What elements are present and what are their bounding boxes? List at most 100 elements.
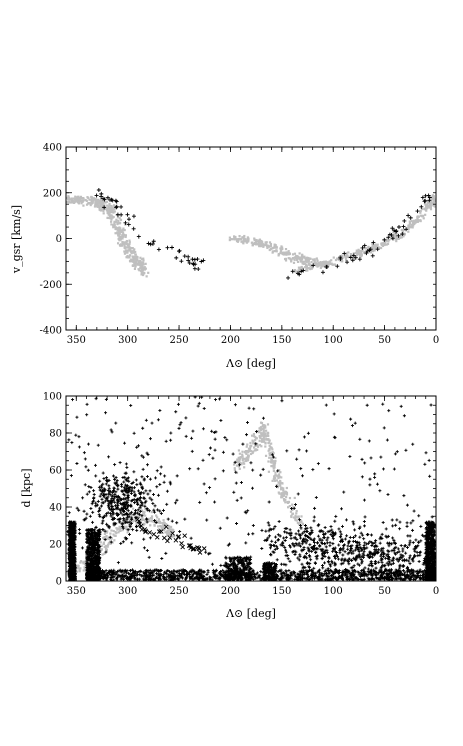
velocity-model-point — [283, 257, 287, 261]
velocity-x-tick-label: 50 — [378, 335, 391, 346]
velocity-model-point — [298, 268, 302, 271]
velocity-star-point — [131, 226, 136, 231]
velocity-star-point — [150, 241, 155, 246]
distance-model-point — [278, 469, 281, 472]
distance-model-point — [272, 462, 275, 465]
velocity-model-point — [322, 262, 325, 265]
distance-model-point — [79, 561, 82, 564]
distance-model-point — [84, 563, 87, 566]
velocity-model-point — [305, 256, 308, 259]
velocity-model-point — [287, 251, 291, 255]
velocity-model-point — [432, 204, 435, 207]
velocity-x-tick-label: 150 — [272, 335, 291, 346]
distance-model-point — [106, 543, 110, 546]
velocity-star-point — [394, 228, 399, 233]
velocity-model-point — [317, 262, 320, 265]
distance-star-point — [70, 531, 74, 535]
velocity-model-point — [108, 215, 112, 218]
velocity-model-point — [302, 256, 305, 259]
distance-model-point — [157, 518, 160, 521]
velocity-model-point — [353, 255, 356, 258]
velocity-model-point — [246, 236, 249, 239]
distance-model-point — [260, 421, 264, 425]
velocity-model-point — [326, 265, 329, 268]
velocity-model-point — [120, 235, 124, 238]
distance-model-point — [128, 527, 132, 531]
velocity-star-point — [342, 251, 347, 256]
velocity-model-point — [134, 253, 137, 256]
velocity-star-point — [182, 254, 187, 259]
distance-model-point — [266, 423, 270, 426]
distance-model-point — [266, 434, 269, 437]
velocity-model-point — [112, 226, 115, 229]
distance-model-point — [297, 515, 300, 518]
velocity-model-point — [128, 255, 131, 258]
distance-model-point — [87, 560, 90, 563]
velocity-model-point — [421, 214, 424, 218]
velocity-model-point — [244, 240, 247, 243]
distance-model-point — [297, 516, 300, 519]
velocity-model-point — [315, 264, 318, 267]
distance-model-point — [157, 528, 161, 531]
velocity-star-point — [382, 237, 387, 242]
velocity-model-point — [112, 208, 116, 211]
velocity-model-point — [138, 260, 141, 263]
velocity-model-point — [119, 218, 123, 221]
velocity-model-point — [255, 238, 258, 242]
velocity-model-point — [326, 262, 330, 265]
velocity-model-point — [360, 252, 363, 255]
velocity-model-point — [412, 219, 415, 222]
distance-model-point — [118, 527, 122, 531]
velocity-model-point — [128, 247, 131, 250]
velocity-model-point — [105, 200, 109, 203]
velocity-model-point — [124, 235, 127, 239]
velocity-model-point — [124, 234, 127, 237]
velocity-model-point — [364, 247, 367, 250]
velocity-model-point — [336, 257, 339, 260]
distance-model-point — [270, 451, 273, 454]
velocity-model-point — [89, 203, 92, 207]
velocity-star-point — [186, 254, 191, 259]
distance-model-point — [264, 425, 267, 428]
velocity-model-point — [384, 241, 387, 244]
velocity-model-point — [388, 238, 391, 241]
velocity-model-point — [390, 237, 393, 240]
velocity-model-point — [386, 242, 390, 246]
distance-model-point — [268, 447, 271, 451]
velocity-model-point — [260, 243, 263, 247]
velocity-model-point — [280, 245, 283, 248]
velocity-model-point — [125, 239, 128, 243]
distance-model-point — [269, 445, 272, 449]
velocity-model-point — [419, 211, 422, 214]
velocity-model-point — [114, 232, 117, 235]
velocity-model-point — [279, 251, 282, 255]
velocity-model-point — [133, 261, 136, 265]
distance-model-point — [83, 566, 86, 569]
distance-model-point — [100, 548, 103, 551]
distance-model-point — [261, 438, 264, 442]
velocity-model-point — [242, 240, 245, 243]
distance-model-point — [241, 458, 244, 462]
velocity-star-point — [415, 209, 420, 214]
velocity-model-point — [274, 244, 277, 247]
velocity-star-point — [290, 269, 295, 274]
distance-model-point — [249, 449, 253, 453]
velocity-model-point — [273, 250, 276, 253]
distance-model-point — [126, 531, 129, 534]
distance-model-point — [282, 491, 285, 494]
distance-model-point — [113, 534, 116, 537]
velocity-model-point — [106, 207, 109, 210]
distance-model-point — [131, 520, 134, 523]
velocity-star-point — [187, 261, 192, 266]
distance-model-point — [268, 444, 271, 447]
velocity-star-point — [335, 264, 340, 269]
distance-model-point — [141, 517, 144, 520]
velocity-model-point — [313, 258, 316, 261]
distance-model-point — [171, 528, 174, 531]
velocity-model-point — [295, 271, 298, 274]
velocity-model-point — [275, 245, 278, 249]
velocity-model-point — [315, 257, 318, 260]
distance-model-point — [173, 535, 176, 538]
distance-model-point — [255, 437, 258, 440]
velocity-model-point — [392, 231, 395, 234]
